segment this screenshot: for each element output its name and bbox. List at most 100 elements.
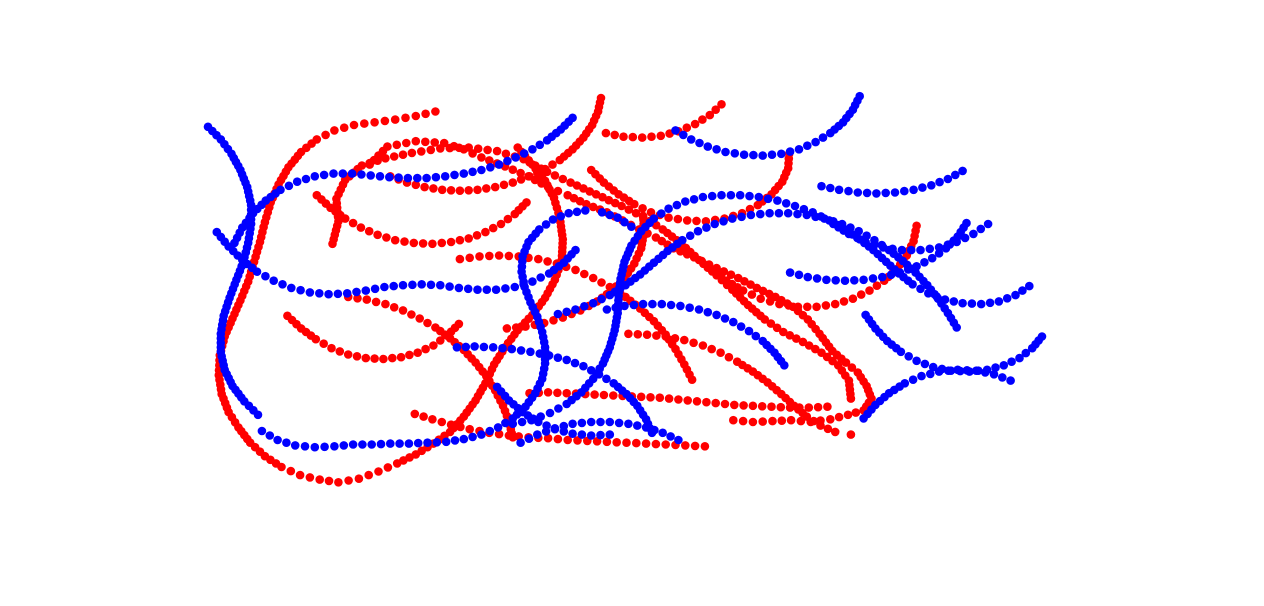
scatter-point bbox=[647, 428, 657, 438]
scatter-point bbox=[651, 439, 661, 449]
scatter-point bbox=[287, 283, 296, 293]
scatter-point bbox=[423, 438, 432, 448]
scatter-point bbox=[418, 239, 428, 248]
scatter-point bbox=[917, 371, 926, 381]
scatter-point bbox=[628, 132, 638, 142]
scatter-point bbox=[1018, 286, 1027, 295]
scatter-point bbox=[493, 423, 503, 432]
scatter-point bbox=[878, 243, 888, 252]
scatter-point bbox=[624, 419, 633, 429]
scatter-point bbox=[454, 283, 464, 293]
scatter-point bbox=[348, 440, 358, 449]
scatter-point bbox=[846, 430, 856, 439]
scatter-point bbox=[596, 417, 605, 427]
scatter-point bbox=[571, 265, 580, 275]
scatter-point bbox=[622, 438, 631, 448]
scatter-point bbox=[464, 234, 474, 243]
scatter-point bbox=[421, 137, 430, 147]
scatter-point bbox=[633, 421, 642, 430]
scatter-point bbox=[705, 110, 715, 120]
scatter-point bbox=[631, 208, 641, 218]
scatter-point bbox=[479, 342, 489, 352]
scatter-point bbox=[533, 430, 542, 439]
scatter-point bbox=[599, 390, 609, 400]
scatter-point bbox=[477, 430, 486, 439]
scatter-point bbox=[657, 299, 667, 309]
scatter-point bbox=[485, 156, 494, 165]
scatter-point bbox=[516, 168, 525, 178]
scatter-point bbox=[707, 344, 716, 354]
scatter-point bbox=[475, 252, 484, 261]
scatter-point bbox=[428, 415, 437, 424]
scatter-point bbox=[454, 319, 464, 329]
scatter-point bbox=[284, 181, 294, 191]
scatter-point bbox=[519, 280, 528, 289]
scatter-point bbox=[364, 226, 374, 236]
scatter-point bbox=[728, 214, 737, 223]
scatter-point bbox=[908, 280, 917, 289]
scatter-point bbox=[455, 254, 465, 264]
scatter-point bbox=[400, 237, 409, 246]
scatter-point bbox=[754, 192, 764, 202]
scatter-point bbox=[446, 420, 456, 430]
scatter-point bbox=[394, 173, 403, 182]
scatter-point bbox=[486, 163, 495, 172]
scatter-point bbox=[854, 226, 863, 236]
scatter-point bbox=[840, 276, 850, 286]
scatter-point bbox=[581, 206, 590, 215]
scatter-point bbox=[678, 235, 687, 245]
scatter-point bbox=[712, 145, 721, 154]
scatter-point bbox=[413, 438, 423, 448]
scatter-point bbox=[357, 170, 366, 179]
scatter-point bbox=[972, 366, 981, 376]
scatter-point bbox=[906, 245, 916, 255]
scatter-point bbox=[553, 434, 563, 444]
scatter-point bbox=[821, 301, 831, 310]
scatter-point bbox=[601, 128, 611, 138]
scatter-point bbox=[383, 463, 393, 472]
scatter-point bbox=[548, 160, 557, 169]
scatter-point bbox=[588, 298, 598, 308]
scatter-point bbox=[881, 188, 890, 198]
scatter-point bbox=[286, 466, 296, 476]
scatter-point bbox=[658, 428, 667, 438]
scatter-point bbox=[703, 142, 713, 151]
scatter-point bbox=[597, 278, 606, 287]
scatter-point bbox=[826, 415, 835, 424]
scatter-point bbox=[785, 403, 795, 412]
scatter-point bbox=[698, 115, 707, 124]
scatter-point bbox=[844, 229, 854, 239]
scatter-point bbox=[781, 199, 791, 208]
scatter-point bbox=[379, 354, 388, 364]
scatter-point bbox=[912, 356, 921, 366]
scatter-point bbox=[577, 418, 587, 428]
scatter-point bbox=[763, 194, 773, 204]
scatter-point bbox=[564, 208, 573, 218]
scatter-point bbox=[630, 199, 639, 209]
scatter-point bbox=[501, 284, 510, 293]
scatter-point bbox=[847, 363, 857, 372]
scatter-point bbox=[1007, 357, 1016, 367]
scatter-point bbox=[656, 131, 666, 141]
scatter-point bbox=[746, 210, 756, 220]
scatter-point bbox=[381, 154, 390, 163]
scatter-point bbox=[365, 158, 375, 168]
scatter-point bbox=[744, 326, 754, 336]
scatter-point bbox=[265, 431, 275, 440]
scatter-point bbox=[556, 212, 566, 221]
scatter-point bbox=[900, 379, 910, 388]
scatter-point bbox=[949, 297, 959, 306]
scatter-point bbox=[689, 195, 699, 204]
scatter-point bbox=[278, 280, 287, 289]
scatter-point bbox=[888, 244, 897, 254]
scatter-point bbox=[843, 410, 853, 420]
scatter-point bbox=[711, 398, 720, 408]
scatter-point bbox=[522, 198, 531, 207]
scatter-point bbox=[944, 366, 953, 376]
scatter-point bbox=[310, 442, 320, 452]
scatter-point bbox=[900, 186, 909, 196]
scatter-point bbox=[928, 362, 938, 372]
scatter-point bbox=[526, 347, 535, 357]
scatter-point bbox=[726, 270, 736, 280]
scatter-point bbox=[543, 433, 553, 443]
